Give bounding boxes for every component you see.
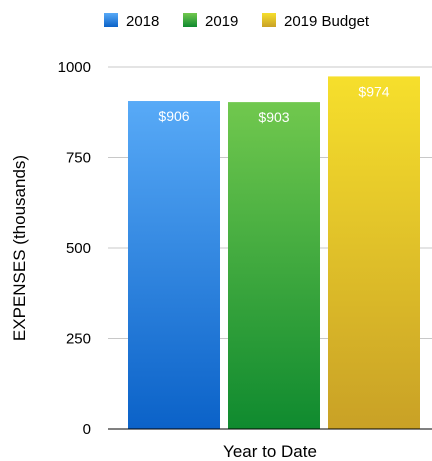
bar-2019 [228,102,320,429]
y-axis-label: EXPENSES (thousands) [10,155,29,341]
bar-value-label-2018: $906 [158,108,189,124]
bar-2018 [128,101,220,429]
bars: $906 $903 $974 [128,76,420,430]
y-tick-label-0: 0 [83,421,91,438]
legend: 2018 2019 2019 Budget [104,13,370,30]
bar-2019-budget [328,76,420,430]
legend-swatch-2019 [183,13,197,27]
legend-label-2018: 2018 [126,13,159,30]
bar-value-label-2019-budget: $974 [358,83,389,99]
y-axis-ticks: 0 250 500 750 1000 [58,59,91,438]
y-tick-label-500: 500 [66,240,91,257]
legend-swatch-2019-budget [262,13,276,27]
legend-label-2019-budget: 2019 Budget [284,13,370,30]
bar-value-label-2019: $903 [258,109,289,125]
y-tick-label-1000: 1000 [58,59,91,76]
y-tick-label-250: 250 [66,331,91,348]
legend-label-2019: 2019 [205,13,238,30]
legend-swatch-2018 [104,13,118,27]
x-axis-label: Year to Date [223,442,317,461]
y-tick-label-750: 750 [66,150,91,167]
